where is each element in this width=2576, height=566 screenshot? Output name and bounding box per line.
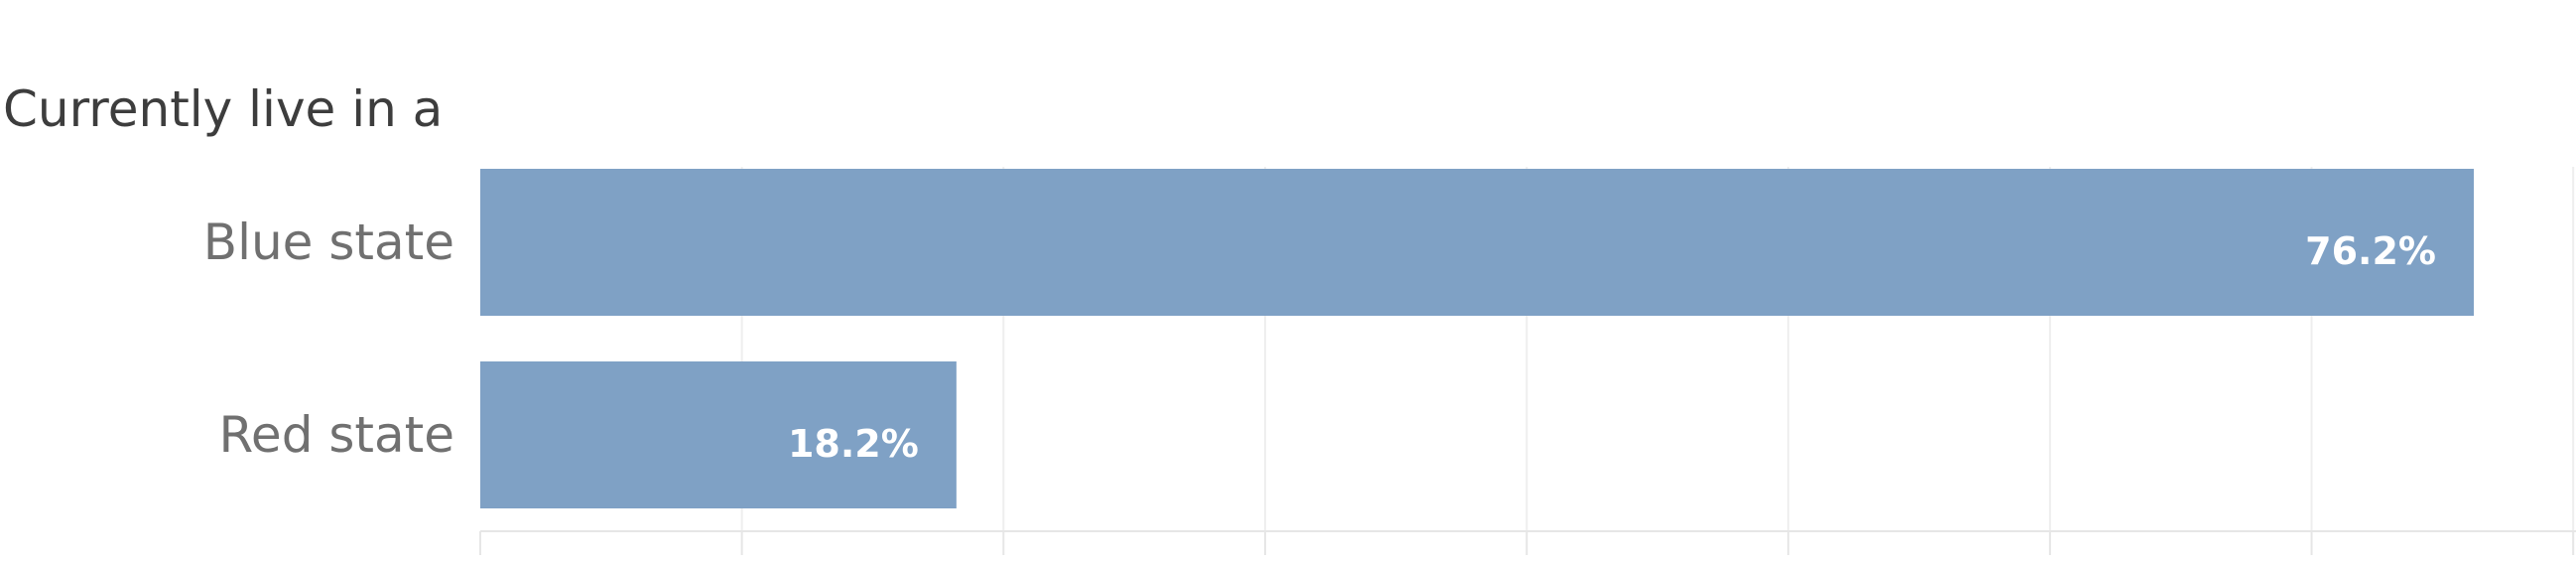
bars-group [480,169,2474,508]
value-label: 76.2% [2305,229,2436,273]
value-labels: 76.2% 18.2% [788,229,2436,466]
row-header: Currently live in a [3,80,443,138]
category-label: Blue state [203,213,454,271]
category-labels: Blue state Red state [203,213,454,464]
x-axis-ticks [479,531,2575,555]
bar-red-state[interactable] [480,361,957,508]
bar-blue-state[interactable] [480,169,2474,316]
value-label: 18.2% [788,422,919,466]
category-label: Red state [218,406,454,464]
